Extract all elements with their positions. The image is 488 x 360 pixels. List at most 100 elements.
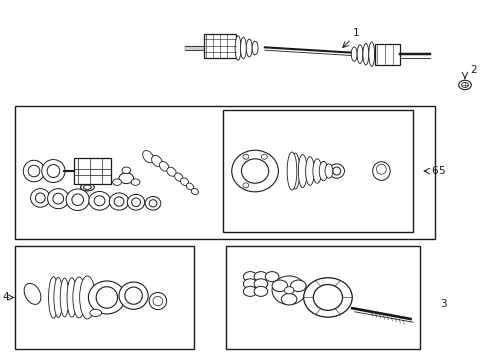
Ellipse shape bbox=[458, 80, 470, 90]
Ellipse shape bbox=[350, 47, 356, 61]
Ellipse shape bbox=[243, 183, 248, 188]
Ellipse shape bbox=[325, 164, 332, 178]
Ellipse shape bbox=[127, 194, 144, 210]
Ellipse shape bbox=[286, 152, 296, 190]
Ellipse shape bbox=[23, 160, 44, 182]
Ellipse shape bbox=[60, 278, 69, 317]
Bar bbox=[15, 107, 434, 239]
Ellipse shape bbox=[174, 173, 183, 181]
Bar bbox=[374, 44, 399, 64]
Ellipse shape bbox=[313, 284, 342, 310]
Ellipse shape bbox=[328, 164, 344, 178]
Bar bbox=[223, 110, 412, 232]
Ellipse shape bbox=[254, 272, 267, 282]
Ellipse shape bbox=[119, 173, 133, 184]
Ellipse shape bbox=[90, 309, 102, 316]
Ellipse shape bbox=[231, 150, 278, 192]
Ellipse shape bbox=[96, 287, 117, 308]
Ellipse shape bbox=[149, 292, 166, 310]
Text: 4: 4 bbox=[2, 292, 9, 302]
Text: 1: 1 bbox=[352, 28, 359, 38]
Ellipse shape bbox=[112, 179, 121, 185]
Ellipse shape bbox=[151, 156, 162, 167]
Text: 6: 6 bbox=[430, 166, 437, 176]
Ellipse shape bbox=[252, 41, 258, 55]
Ellipse shape bbox=[312, 159, 321, 183]
Ellipse shape bbox=[81, 184, 94, 191]
Ellipse shape bbox=[149, 200, 157, 207]
Ellipse shape bbox=[47, 165, 60, 177]
Ellipse shape bbox=[180, 178, 188, 186]
Ellipse shape bbox=[89, 192, 110, 210]
Ellipse shape bbox=[159, 162, 168, 171]
Ellipse shape bbox=[83, 185, 91, 189]
Ellipse shape bbox=[122, 167, 130, 174]
Ellipse shape bbox=[356, 45, 362, 63]
Ellipse shape bbox=[264, 272, 278, 282]
Ellipse shape bbox=[368, 42, 374, 66]
Ellipse shape bbox=[35, 193, 45, 203]
Text: 5: 5 bbox=[437, 166, 444, 176]
Ellipse shape bbox=[67, 278, 77, 317]
Ellipse shape bbox=[31, 189, 50, 207]
Ellipse shape bbox=[319, 161, 327, 181]
Ellipse shape bbox=[94, 196, 105, 206]
Ellipse shape bbox=[240, 37, 246, 59]
Ellipse shape bbox=[54, 277, 62, 318]
Ellipse shape bbox=[243, 279, 257, 289]
Ellipse shape bbox=[131, 198, 140, 207]
Ellipse shape bbox=[362, 43, 368, 65]
Ellipse shape bbox=[66, 189, 89, 211]
Ellipse shape bbox=[243, 272, 257, 282]
Ellipse shape bbox=[254, 286, 267, 296]
Ellipse shape bbox=[81, 184, 94, 191]
Ellipse shape bbox=[235, 36, 241, 60]
Ellipse shape bbox=[191, 188, 198, 195]
Bar bbox=[225, 246, 419, 348]
Ellipse shape bbox=[243, 154, 248, 159]
Ellipse shape bbox=[281, 293, 296, 305]
Text: 2: 2 bbox=[469, 65, 475, 75]
Ellipse shape bbox=[72, 194, 83, 206]
Ellipse shape bbox=[254, 279, 267, 289]
Ellipse shape bbox=[271, 280, 287, 292]
Ellipse shape bbox=[114, 197, 123, 206]
Text: 3: 3 bbox=[439, 299, 446, 309]
Ellipse shape bbox=[124, 287, 142, 304]
Ellipse shape bbox=[24, 283, 41, 304]
Ellipse shape bbox=[28, 165, 40, 177]
Ellipse shape bbox=[119, 282, 148, 309]
Ellipse shape bbox=[80, 276, 95, 319]
Ellipse shape bbox=[53, 193, 63, 204]
Ellipse shape bbox=[48, 276, 58, 318]
Ellipse shape bbox=[376, 164, 386, 174]
Bar bbox=[74, 158, 110, 184]
Ellipse shape bbox=[153, 296, 163, 306]
Ellipse shape bbox=[142, 150, 153, 163]
Ellipse shape bbox=[271, 276, 305, 305]
Ellipse shape bbox=[372, 162, 389, 180]
Ellipse shape bbox=[243, 286, 257, 296]
Ellipse shape bbox=[290, 153, 299, 189]
Ellipse shape bbox=[246, 39, 252, 57]
Ellipse shape bbox=[88, 281, 125, 314]
Ellipse shape bbox=[41, 159, 65, 183]
Ellipse shape bbox=[305, 157, 314, 185]
Ellipse shape bbox=[47, 189, 69, 209]
Ellipse shape bbox=[241, 159, 268, 183]
Ellipse shape bbox=[73, 277, 85, 318]
Ellipse shape bbox=[166, 167, 176, 176]
Ellipse shape bbox=[186, 183, 193, 190]
Bar bbox=[15, 246, 194, 348]
Ellipse shape bbox=[261, 154, 266, 159]
Ellipse shape bbox=[332, 167, 340, 175]
Ellipse shape bbox=[303, 278, 351, 317]
Ellipse shape bbox=[131, 179, 140, 185]
Ellipse shape bbox=[290, 280, 305, 292]
Bar bbox=[203, 34, 235, 58]
Ellipse shape bbox=[461, 82, 468, 87]
Ellipse shape bbox=[298, 154, 306, 188]
Ellipse shape bbox=[284, 287, 293, 294]
Ellipse shape bbox=[145, 197, 161, 210]
Ellipse shape bbox=[109, 193, 128, 210]
